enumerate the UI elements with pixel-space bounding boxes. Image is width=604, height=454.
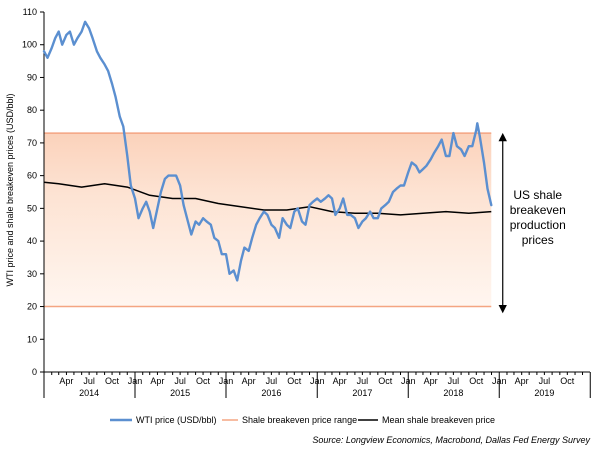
y-tick-label: 10 <box>27 334 37 344</box>
annotation-text-line: production <box>510 218 566 232</box>
x-month-label: Oct <box>560 376 575 386</box>
y-tick-label: 100 <box>22 40 37 50</box>
x-month-label: Oct <box>469 376 484 386</box>
x-month-label: Jan <box>401 376 416 386</box>
x-month-label: Apr <box>515 376 529 386</box>
y-tick-label: 60 <box>27 171 37 181</box>
x-month-label: Jul <box>174 376 186 386</box>
annotation-text-line: US shale <box>513 188 562 202</box>
x-year-label: 2018 <box>443 388 463 398</box>
x-year-label: 2015 <box>170 388 190 398</box>
x-month-label: Apr <box>242 376 256 386</box>
breakeven-range-fill <box>44 133 492 307</box>
x-month-label: Oct <box>105 376 120 386</box>
x-month-label: Apr <box>424 376 438 386</box>
x-month-label: Oct <box>196 376 211 386</box>
x-year-label: 2014 <box>79 388 99 398</box>
y-tick-label: 30 <box>27 269 37 279</box>
y-tick-label: 20 <box>27 302 37 312</box>
mean-breakeven-line <box>43 181 492 216</box>
x-month-label: Oct <box>378 376 393 386</box>
x-year-label: 2017 <box>352 388 372 398</box>
x-month-label: Apr <box>150 376 164 386</box>
y-tick-label: 90 <box>27 72 37 82</box>
wti-price-series <box>42 20 493 282</box>
x-month-label: Oct <box>287 376 302 386</box>
x-year-label: 2016 <box>261 388 281 398</box>
wti-price-line <box>42 20 493 282</box>
x-month-label: Jul <box>448 376 460 386</box>
x-month-label: Jul <box>83 376 95 386</box>
x-month-label: Apr <box>333 376 347 386</box>
x-month-label: Jan <box>219 376 234 386</box>
x-month-label: Jan <box>310 376 325 386</box>
y-tick-label: 0 <box>32 367 37 377</box>
breakeven-range-band <box>44 132 492 308</box>
x-year-label: 2019 <box>534 388 554 398</box>
x-month-label: Jul <box>266 376 278 386</box>
y-tick-label: 110 <box>23 7 37 17</box>
mean-breakeven-series <box>43 181 492 216</box>
chart-legend: WTI price (USD/bbl) Shale breakeven pric… <box>110 415 495 425</box>
annotation-text-line: breakeven <box>510 203 566 217</box>
x-month-label: Jul <box>539 376 551 386</box>
annotation-text-line: prices <box>522 233 554 247</box>
legend-label-range: Shale breakeven price range <box>242 415 357 425</box>
y-tick-label: 40 <box>27 236 37 246</box>
x-month-label: Jul <box>357 376 369 386</box>
y-tick-label: 70 <box>27 138 37 148</box>
source-note: Source: Longview Economics, Macrobond, D… <box>312 435 590 445</box>
x-month-label: Jan <box>492 376 507 386</box>
legend-label-mean: Mean shale breakeven price <box>382 415 495 425</box>
y-tick-label: 50 <box>27 203 37 213</box>
legend-label-wti: WTI price (USD/bbl) <box>136 415 217 425</box>
x-month-label: Jan <box>128 376 143 386</box>
y-axis-label: WTI price and shale breakeven prices (US… <box>5 93 15 286</box>
x-month-label: Apr <box>59 376 73 386</box>
y-tick-label: 80 <box>27 105 37 115</box>
chart-axes: 0 10 20 30 40 50 60 70 80 90 100 110 Apr Jul Oct Jan Apr… <box>22 7 591 398</box>
